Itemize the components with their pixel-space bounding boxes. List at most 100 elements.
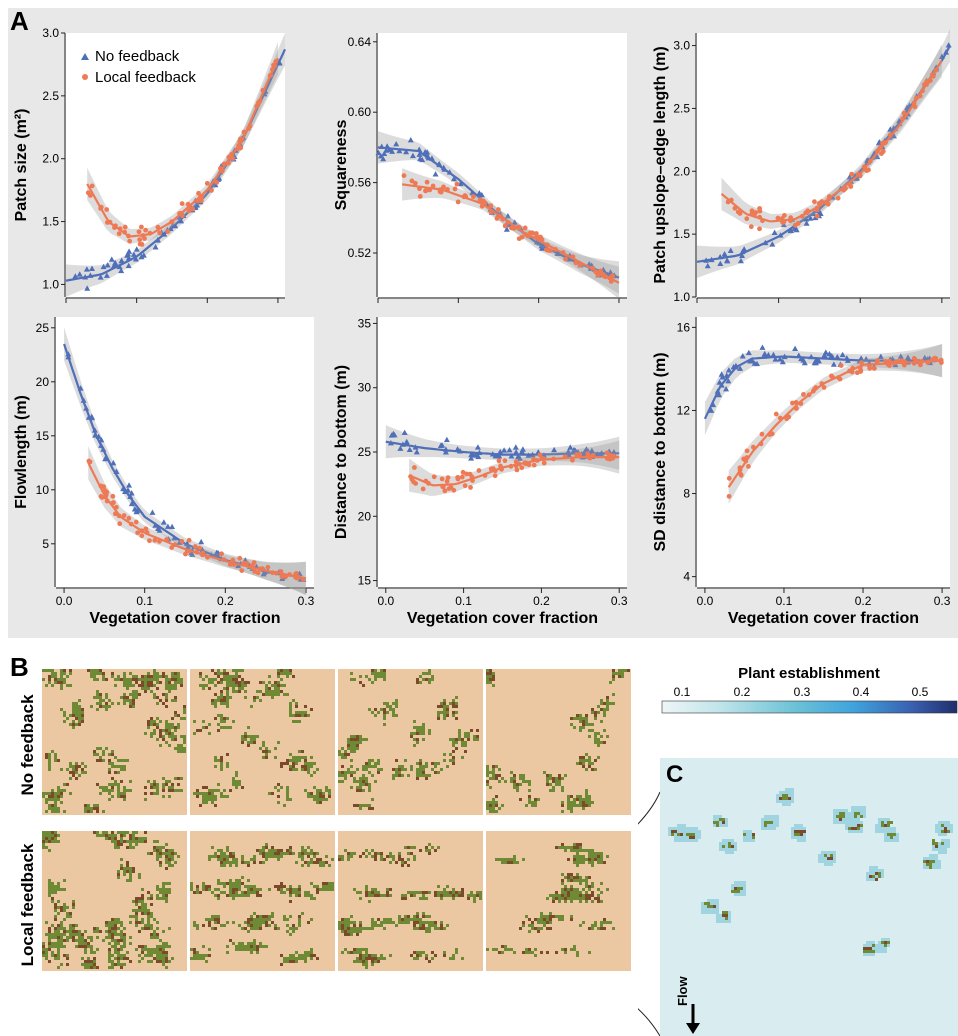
vegetation-cell (319, 795, 322, 798)
vegetation-cell (138, 840, 141, 843)
vegetation-cell (117, 951, 120, 954)
vegetation-cell (132, 837, 135, 840)
vegetation-cell (582, 720, 585, 723)
vegetation-cell (322, 882, 325, 885)
vegetation-cell (129, 960, 132, 963)
vegetation-cell (220, 693, 223, 696)
vegetation-cell (519, 777, 522, 780)
vegetation-cell (162, 675, 165, 678)
vegetation-cell (277, 687, 280, 690)
vegetation-cell (93, 696, 96, 699)
vegetation-cell (238, 690, 241, 693)
vegetation-cell (196, 957, 199, 960)
vegetation-cell (60, 936, 63, 939)
vegetation-cell (313, 798, 316, 801)
vegetation-cell (277, 789, 280, 792)
vegetation-cell (440, 705, 443, 708)
vegetation-cell (105, 831, 108, 834)
vegetation-cell (304, 894, 307, 897)
vegetation-cell (93, 930, 96, 933)
vegetation-cell (111, 921, 114, 924)
vegetation-cell (48, 930, 51, 933)
vegetation-cell (588, 735, 591, 738)
vegetation-cell (193, 891, 196, 894)
vegetation-cell (208, 789, 211, 792)
vegetation-cell (147, 672, 150, 675)
y-tick-label: 3.0 (673, 39, 690, 53)
vegetation-cell (310, 948, 313, 951)
vegetation-cell (54, 957, 57, 960)
vegetation-cell (114, 930, 117, 933)
vegetation-cell (214, 915, 217, 918)
vegetation-cell (156, 945, 159, 948)
vegetation-cell (220, 858, 223, 861)
vegetation-cell (147, 675, 150, 678)
vegetation-cell (202, 945, 205, 948)
vegetation-cell (75, 702, 78, 705)
vegetation-cell (111, 795, 114, 798)
vegetation-cell (60, 687, 63, 690)
data-point-circle (775, 215, 781, 221)
vegetation-cell (262, 849, 265, 852)
vegetation-cell (177, 726, 180, 729)
vegetation-cell (171, 855, 174, 858)
vegetation-cell (171, 858, 174, 861)
vegetation-cell (256, 888, 259, 891)
vegetation-cell (428, 681, 431, 684)
vegetation-cell (54, 918, 57, 921)
vegetation-cell (268, 855, 271, 858)
vegetation-cell (289, 672, 292, 675)
vegetation-cell (618, 672, 621, 675)
vegetation-cell (153, 957, 156, 960)
vegetation-cell (96, 747, 99, 750)
vegetation-cell (356, 735, 359, 738)
vegetation-cell (162, 885, 165, 888)
data-point-circle (439, 476, 445, 482)
vegetation-cell (455, 711, 458, 714)
data-point-triangle (772, 356, 779, 362)
vegetation-cell (371, 894, 374, 897)
vegetation-cell (72, 936, 75, 939)
vegetation-cell (265, 756, 268, 759)
data-point-circle (769, 431, 775, 437)
vegetation-cell (600, 708, 603, 711)
vegetation-cell (313, 954, 316, 957)
vegetation-cell (78, 774, 81, 777)
vegetation-cell (111, 789, 114, 792)
vegetation-cell (600, 699, 603, 702)
vegetation-cell (295, 705, 298, 708)
vegetation-cell (159, 888, 162, 891)
x-tick-label: 0.1 (455, 594, 472, 608)
data-point-circle (530, 230, 536, 236)
vegetation-cell (199, 804, 202, 807)
vegetation-cell (48, 678, 51, 681)
vegetation-cell (135, 678, 138, 681)
vegetation-cell (220, 849, 223, 852)
vegetation-cell (404, 768, 407, 771)
vegetation-cell (443, 714, 446, 717)
vegetation-cell (153, 669, 156, 672)
vegetation-cell (298, 957, 301, 960)
data-point-circle (147, 538, 152, 544)
data-point-triangle (72, 273, 79, 279)
vegetation-cell (141, 840, 144, 843)
vegetation-cell (66, 912, 69, 915)
vegetation-cell (419, 759, 422, 762)
vegetation-cell (60, 963, 63, 966)
vegetation-cell (289, 927, 292, 930)
data-point-circle (753, 210, 758, 215)
vegetation-cell (431, 762, 434, 765)
confidence-band (704, 343, 943, 436)
data-point-triangle (741, 246, 748, 252)
vegetation-cell (63, 669, 66, 672)
y-tick-label: 2.0 (673, 164, 690, 178)
vegetation-cell (253, 888, 256, 891)
vegetation-cell (253, 855, 256, 858)
data-point-circle (104, 489, 110, 495)
vegetation-cell (365, 927, 368, 930)
vegetation-cell (51, 837, 54, 840)
vegetation-cell (114, 756, 117, 759)
vegetation-cell (223, 699, 226, 702)
vegetation-cell (165, 957, 168, 960)
vegetation-cell (316, 795, 319, 798)
